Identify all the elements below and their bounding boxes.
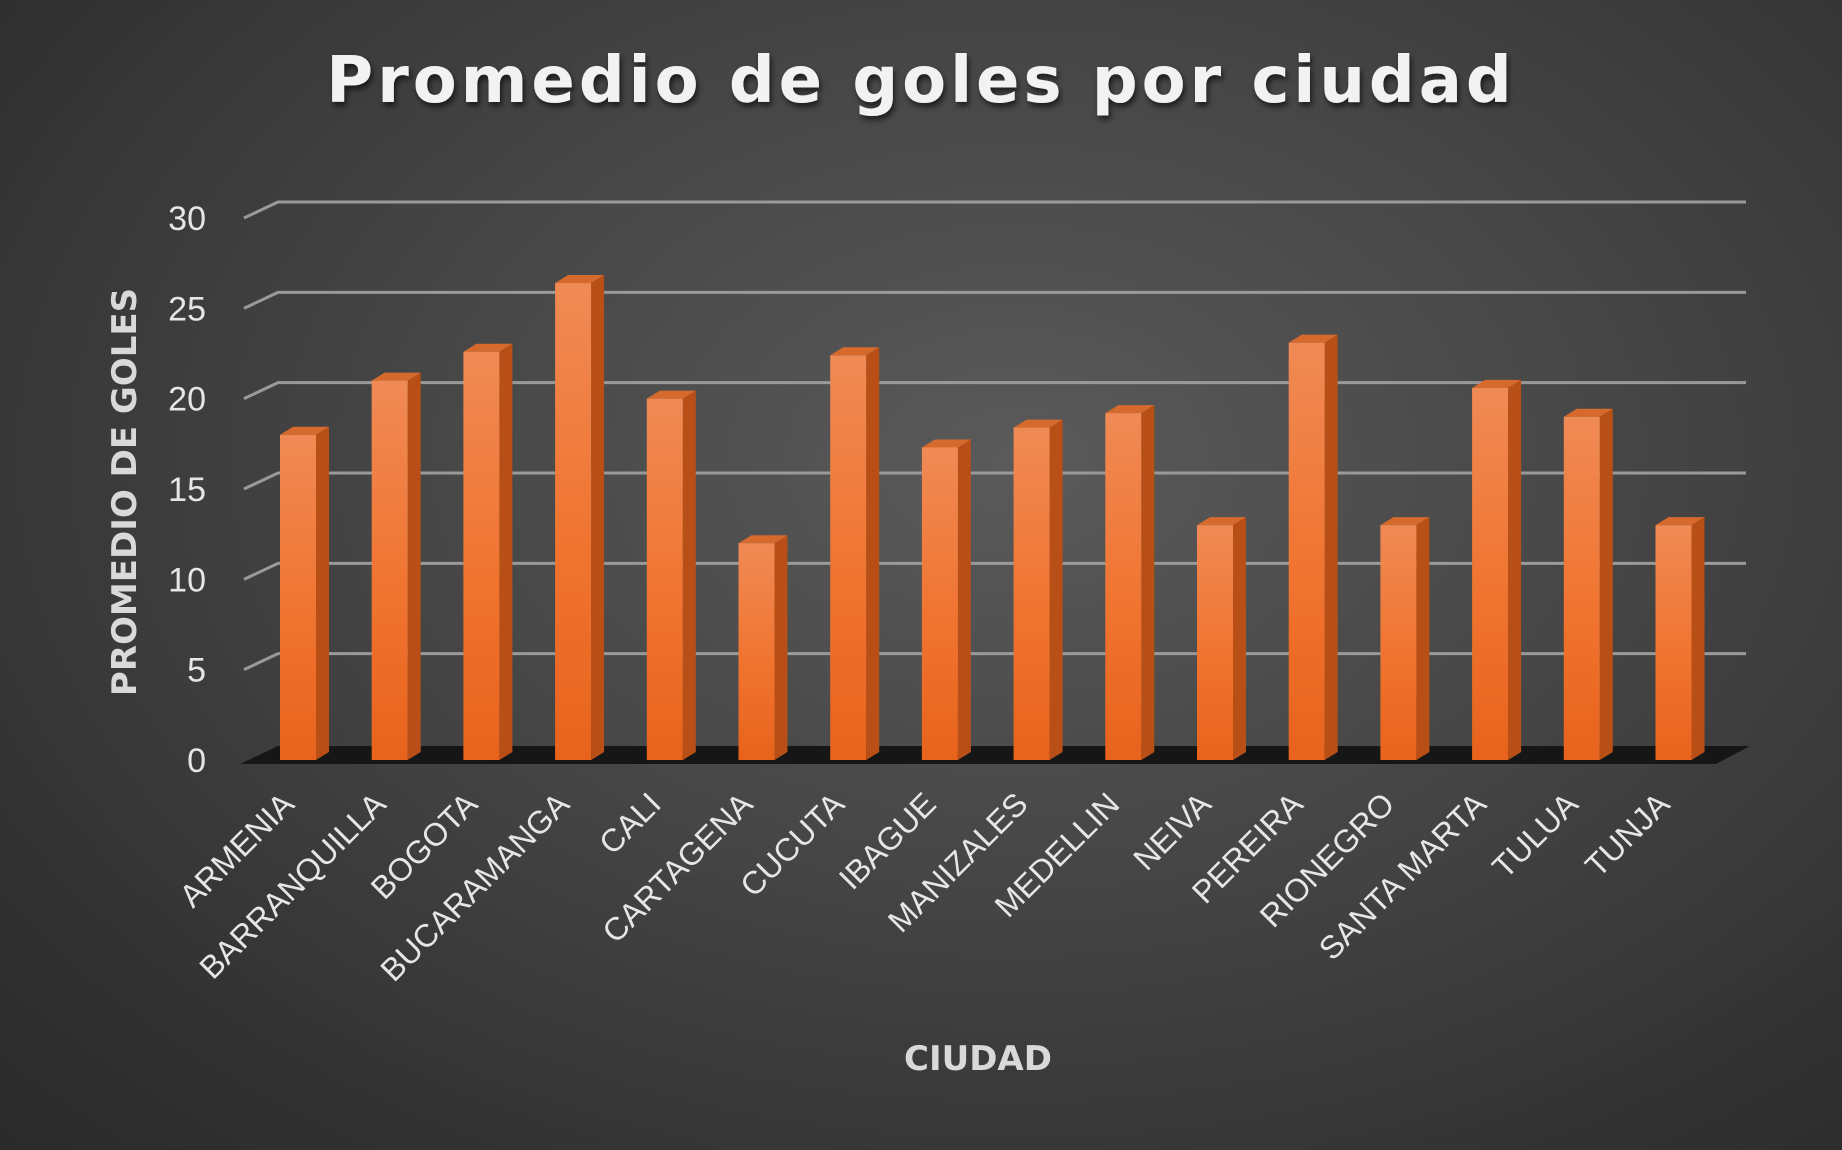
floor	[240, 746, 1750, 764]
bar	[371, 372, 421, 760]
bar	[646, 390, 696, 760]
bar-front	[1655, 525, 1692, 760]
bar-top	[1380, 517, 1430, 526]
bar-top	[1105, 405, 1155, 414]
bar-side	[1508, 379, 1522, 760]
bar-front	[921, 447, 958, 760]
bar	[1105, 405, 1155, 760]
bar-side	[1233, 517, 1246, 760]
x-tick-label: SANTA MARTA	[1312, 785, 1494, 967]
bar-side	[1049, 419, 1063, 760]
y-tick-label: 5	[187, 652, 206, 690]
bar-side	[316, 426, 329, 760]
bar-top	[555, 275, 605, 284]
bar-top	[1013, 419, 1063, 428]
y-tick-label: 0	[187, 742, 206, 780]
x-tick-label: TUNJA	[1578, 785, 1677, 884]
gridline	[243, 200, 1746, 220]
bar	[1472, 379, 1522, 760]
y-tick-label: 25	[168, 290, 206, 328]
bar-side	[1141, 405, 1155, 760]
bar	[1380, 517, 1430, 760]
bar-front	[1472, 387, 1509, 760]
bar-front	[830, 355, 867, 760]
gridline	[243, 381, 1746, 401]
bar-side	[1599, 408, 1613, 760]
y-tick-label: 15	[168, 471, 206, 509]
bar-top	[1563, 408, 1613, 417]
bar	[921, 439, 971, 760]
bar-top	[1288, 334, 1338, 343]
bar-top	[921, 439, 971, 448]
bar-front	[738, 543, 775, 760]
bar	[463, 343, 513, 760]
bar	[1013, 419, 1063, 760]
bar-side	[407, 372, 421, 760]
bar-side	[499, 343, 513, 760]
bar-front	[555, 283, 592, 760]
bar	[555, 275, 605, 760]
x-tick-label: NEIVA	[1126, 785, 1218, 877]
bars	[280, 275, 1705, 760]
bar	[1288, 334, 1338, 760]
bar-top	[371, 372, 421, 381]
gridline	[243, 561, 1746, 581]
y-tick-labels: 0 5 10 15 20 25 30	[168, 200, 206, 780]
grid-layer	[240, 200, 1750, 764]
bar	[1197, 517, 1246, 760]
gridline	[243, 471, 1746, 491]
bar-side	[957, 439, 971, 760]
bar	[738, 535, 788, 760]
bar-top	[1197, 517, 1246, 526]
bar-side	[1691, 517, 1705, 760]
y-tick-label: 20	[168, 381, 206, 419]
bar-front	[1013, 427, 1050, 760]
bar-top	[646, 390, 696, 399]
gridline	[243, 290, 1746, 310]
bar	[280, 426, 329, 760]
bar-front	[280, 434, 316, 760]
bar-top	[1472, 379, 1522, 388]
bar-side	[682, 390, 696, 760]
bar-side	[591, 275, 605, 760]
bar-front	[1105, 413, 1142, 760]
y-tick-label: 30	[168, 200, 206, 238]
bar-top	[738, 535, 788, 544]
bar	[1563, 408, 1613, 760]
bar-top	[463, 343, 513, 352]
x-tick-label: TULUA	[1485, 785, 1585, 885]
x-axis-title: CIUDAD	[904, 1039, 1052, 1079]
bar	[1655, 517, 1705, 760]
chart-title: Promedio de goles por ciudad	[326, 44, 1515, 118]
bar-top	[1655, 517, 1705, 526]
bar-front	[463, 351, 500, 760]
bar-front	[1380, 525, 1417, 760]
bar-front	[1288, 342, 1325, 760]
bar	[830, 347, 880, 760]
bar-top	[280, 426, 329, 435]
bar-front	[646, 398, 683, 760]
bar-top	[830, 347, 880, 356]
bar-side	[774, 535, 788, 760]
x-tick-label: CALI	[592, 785, 668, 861]
bar-front	[1197, 525, 1233, 760]
bar-side	[1324, 334, 1338, 760]
y-tick-label: 10	[168, 561, 206, 599]
bar-front	[371, 380, 408, 760]
y-axis-title: PROMEDIO DE GOLES	[105, 288, 145, 696]
gridline	[243, 652, 1746, 672]
bar-front	[1563, 416, 1600, 760]
bar-side	[866, 347, 880, 760]
bar-side	[1416, 517, 1430, 760]
